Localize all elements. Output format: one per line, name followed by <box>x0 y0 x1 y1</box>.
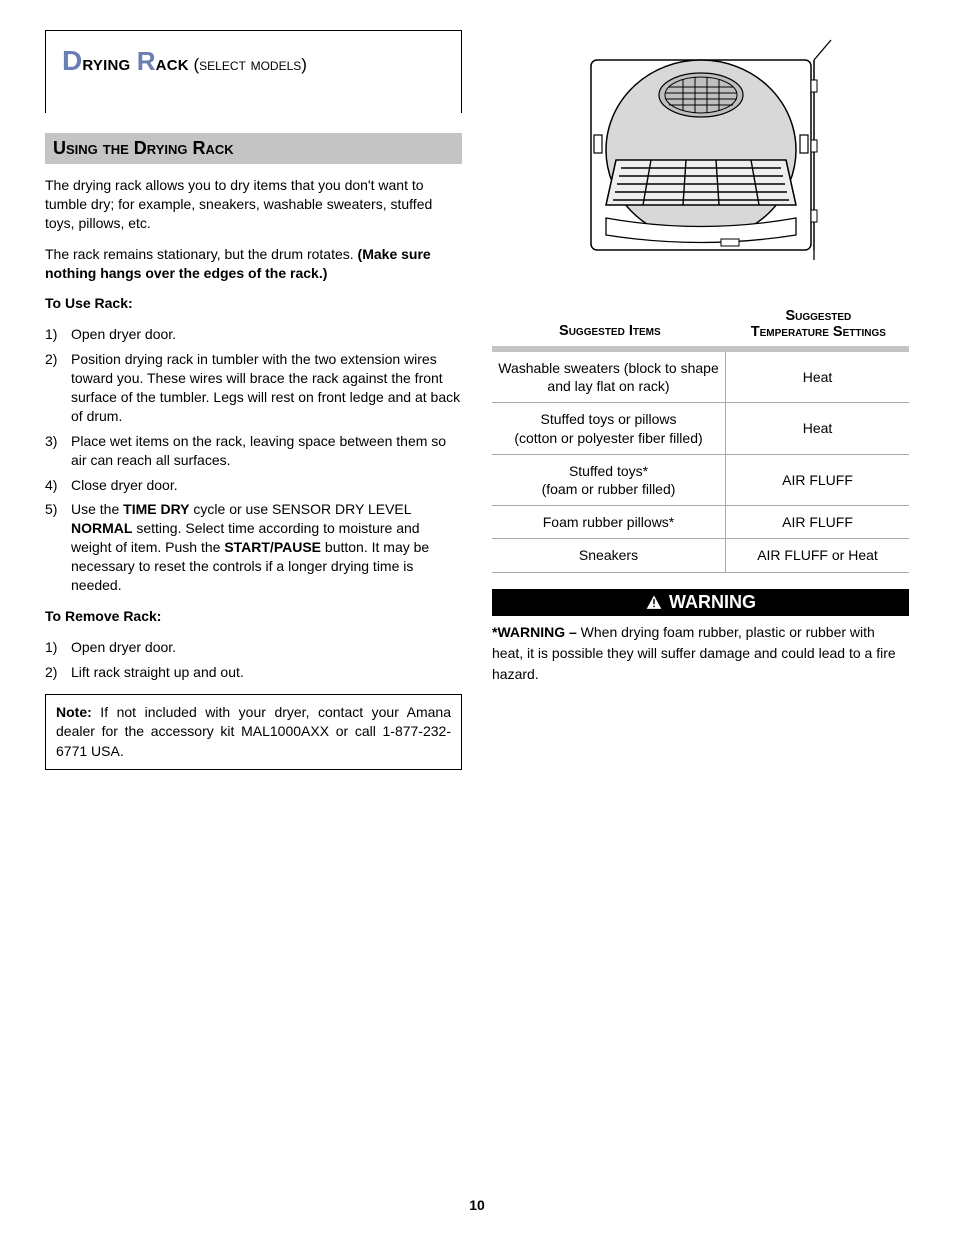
dryer-diagram <box>492 35 909 268</box>
list-item: 2)Position drying rack in tumbler with t… <box>45 350 462 426</box>
table-header-items: Suggested Items <box>492 308 728 340</box>
stationary-text: The rack remains stationary, but the dru… <box>45 245 462 283</box>
table-row: SneakersAIR FLUFF or Heat <box>492 539 909 572</box>
page-content: Drying Rack (select models) Using the Dr… <box>0 0 954 790</box>
table-cell-setting: AIR FLUFF <box>726 506 909 539</box>
use-steps-list: 1)Open dryer door. 2)Position drying rac… <box>45 325 462 595</box>
suggested-items-table: Washable sweaters (block to shape and la… <box>492 346 909 573</box>
list-item: 1)Open dryer door. <box>45 638 462 657</box>
table-cell-item: Sneakers <box>492 539 726 572</box>
warning-bold: *WARNING – <box>492 624 577 640</box>
list-item: 3)Place wet items on the rack, leaving s… <box>45 432 462 470</box>
table-header-settings: SuggestedTemperature Settings <box>728 308 909 340</box>
table-cell-setting: AIR FLUFF <box>726 454 909 505</box>
warning-bar: WARNING <box>492 589 909 616</box>
left-column: Drying Rack (select models) Using the Dr… <box>45 30 462 770</box>
warning-text: *WARNING – When drying foam rubber, plas… <box>492 622 909 685</box>
warning-label: WARNING <box>669 592 756 613</box>
stationary-line: The rack remains stationary, but the dru… <box>45 246 358 262</box>
table-cell-item: Stuffed toys*(foam or rubber filled) <box>492 454 726 505</box>
list-item: 1)Open dryer door. <box>45 325 462 344</box>
table-cell-setting: Heat <box>726 403 909 454</box>
table-cell-item: Washable sweaters (block to shape and la… <box>492 349 726 403</box>
note-label: Note: <box>56 704 92 720</box>
intro-text: The drying rack allows you to dry items … <box>45 176 462 233</box>
use-rack-heading: To Use Rack: <box>45 294 462 313</box>
page-number: 10 <box>0 1197 954 1213</box>
list-item: 5)Use the TIME DRY cycle or use SENSOR D… <box>45 500 462 594</box>
section-heading: Using the Drying Rack <box>45 133 462 164</box>
dryer-rack-illustration-icon <box>561 35 841 265</box>
tab-subtitle: (select models) <box>189 55 307 74</box>
table-cell-setting: Heat <box>726 349 909 403</box>
table-cell-item: Foam rubber pillows* <box>492 506 726 539</box>
list-item: 2)Lift rack straight up and out. <box>45 663 462 682</box>
table-row: Stuffed toys*(foam or rubber filled)AIR … <box>492 454 909 505</box>
note-box: Note: If not included with your dryer, c… <box>45 694 462 771</box>
table-row: Stuffed toys or pillows(cotton or polyes… <box>492 403 909 454</box>
table-cell-item: Stuffed toys or pillows(cotton or polyes… <box>492 403 726 454</box>
step5-text: Use the TIME DRY cycle or use SENSOR DRY… <box>71 500 462 594</box>
remove-steps-list: 1)Open dryer door. 2)Lift rack straight … <box>45 638 462 682</box>
table-row: Washable sweaters (block to shape and la… <box>492 349 909 403</box>
table-row: Foam rubber pillows*AIR FLUFF <box>492 506 909 539</box>
table-headers: Suggested Items SuggestedTemperature Set… <box>492 308 909 340</box>
list-item: 4)Close dryer door. <box>45 476 462 495</box>
tab-title: Drying Rack <box>62 50 189 75</box>
right-column: Suggested Items SuggestedTemperature Set… <box>492 30 909 770</box>
section-tab: Drying Rack (select models) <box>45 30 462 113</box>
warning-triangle-icon <box>645 594 663 610</box>
remove-rack-heading: To Remove Rack: <box>45 607 462 626</box>
note-text: If not included with your dryer, contact… <box>56 704 451 759</box>
table-cell-setting: AIR FLUFF or Heat <box>726 539 909 572</box>
